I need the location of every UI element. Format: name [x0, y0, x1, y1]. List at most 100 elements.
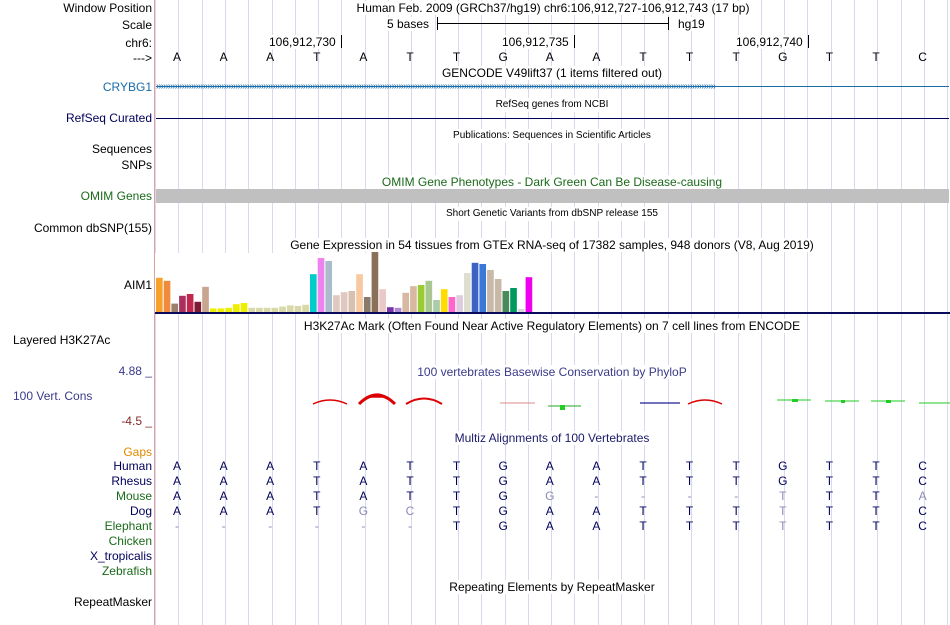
gtex-tissue-bar[interactable] [302, 304, 309, 312]
gtex-tissue-bar[interactable] [240, 303, 248, 312]
gtex-tissue-bar[interactable] [510, 288, 517, 312]
gtex-tissue-bar[interactable] [279, 306, 286, 312]
dbsnp-track-title[interactable]: Short Genetic Variants from dbSNP releas… [444, 207, 660, 221]
sequences-label[interactable]: Sequences [91, 142, 152, 156]
dbsnp-track-label[interactable]: Common dbSNP(155) [33, 221, 152, 235]
refseq-gene-line[interactable] [156, 118, 949, 119]
omim-track-label[interactable]: OMIM Genes [80, 189, 152, 203]
gtex-track-title[interactable]: Gene Expression in 54 tissues from GTEx … [288, 238, 816, 252]
gtex-tissue-bar[interactable] [256, 307, 263, 312]
gtex-tissue-bar[interactable] [417, 285, 425, 312]
species-label[interactable]: Human [113, 459, 152, 473]
reference-base: A [592, 50, 601, 64]
gtex-tissue-bar[interactable] [325, 261, 333, 312]
gtex-tissue-bar[interactable] [271, 307, 279, 312]
conservation-plot[interactable] [155, 390, 950, 412]
species-label[interactable]: X_tropicalis [89, 549, 152, 563]
gtex-tissue-bar[interactable] [456, 295, 463, 312]
gtex-tissue-bar[interactable] [317, 258, 325, 312]
gtex-tissue-bar[interactable] [340, 292, 348, 312]
species-label[interactable]: Mouse [115, 489, 152, 503]
gtex-tissue-bar[interactable] [209, 308, 217, 312]
gtex-tissue-bar[interactable] [387, 307, 394, 312]
gtex-tissue-bar[interactable] [464, 273, 471, 312]
gtex-tissue-bar[interactable] [502, 291, 510, 312]
gtex-tissue-bar[interactable] [163, 280, 171, 312]
publications-track-title[interactable]: Publications: Sequences in Scientific Ar… [451, 129, 653, 143]
gtex-tissue-bar[interactable] [333, 295, 340, 312]
gtex-tissue-bar[interactable] [440, 289, 448, 312]
gtex-tissue-bar[interactable] [425, 280, 433, 312]
gtex-tissue-bar[interactable] [371, 252, 379, 312]
gtex-tissue-bar[interactable] [379, 289, 386, 312]
gtex-tissue-bar[interactable] [494, 279, 502, 312]
omim-track-title[interactable]: OMIM Gene Phenotypes - Dark Green Can Be… [379, 175, 725, 189]
aligned-base: G [778, 474, 788, 488]
aligned-base: T [685, 504, 694, 518]
gtex-tissue-bar[interactable] [487, 270, 494, 312]
gtex-tissue-bar[interactable] [171, 303, 179, 312]
gtex-tissue-bar[interactable] [479, 264, 487, 312]
gtex-gene-label[interactable]: AIM1 [123, 278, 152, 292]
aligned-base: T [313, 489, 321, 503]
gtex-tissue-bar[interactable] [286, 305, 294, 312]
gtex-tissue-bar[interactable] [517, 309, 525, 312]
gtex-tissue-bar[interactable] [233, 304, 240, 312]
reference-base: T [825, 50, 834, 64]
repeatmasker-track-title[interactable]: Repeating Elements by RepeatMasker [447, 580, 657, 594]
gtex-tissue-bar[interactable] [356, 274, 363, 312]
gtex-tissue-bar[interactable] [410, 286, 417, 312]
h3k27ac-track-label[interactable]: Layered H3K27Ac [13, 333, 111, 347]
aligned-base: T [406, 459, 414, 473]
aligned-base: T [779, 519, 787, 533]
species-label[interactable]: Elephant [104, 519, 152, 533]
repeatmasker-track-label[interactable]: RepeatMasker [73, 595, 152, 609]
gtex-tissue-bar[interactable] [448, 297, 456, 312]
gencode-gene-label[interactable]: CRYBG1 [102, 80, 152, 94]
gtex-tissue-bar[interactable] [202, 286, 209, 312]
aligned-base: T [452, 504, 461, 518]
gtex-tissue-bar[interactable] [471, 262, 479, 312]
aligned-base: A [172, 504, 181, 518]
multiz-track-title[interactable]: Multiz Alignments of 100 Vertebrates [452, 431, 652, 445]
conservation-track-label[interactable]: 100 Vert. Cons [13, 389, 93, 403]
gtex-tissue-bar[interactable] [194, 301, 202, 312]
scale-bar-right-tick [668, 17, 669, 30]
position-tick-2 [574, 35, 575, 48]
species-label[interactable]: Dog [129, 504, 152, 518]
gtex-tissue-bar[interactable] [310, 274, 317, 312]
refseq-track-label[interactable]: RefSeq Curated [65, 111, 152, 125]
aligned-base: A [545, 474, 554, 488]
gtex-tissue-bar[interactable] [394, 307, 402, 312]
gtex-tissue-bar[interactable] [179, 295, 186, 312]
gtex-expression-chart[interactable] [155, 250, 950, 316]
gtex-tissue-bar[interactable] [525, 277, 533, 312]
gtex-tissue-bar[interactable] [225, 307, 232, 312]
refseq-track-title[interactable]: RefSeq genes from NCBI [493, 98, 611, 112]
gtex-tissue-bar[interactable] [294, 306, 302, 312]
aligned-base: T [825, 459, 834, 473]
gtex-tissue-bar[interactable] [156, 277, 163, 312]
gtex-tissue-bar[interactable] [263, 307, 271, 312]
gaps-label[interactable]: Gaps [123, 445, 152, 459]
species-label[interactable]: Rhesus [111, 474, 152, 488]
aligned-base: A [592, 519, 601, 533]
omim-gene-bar[interactable] [156, 189, 949, 203]
gtex-tissue-bar[interactable] [402, 292, 410, 312]
gtex-tissue-bar[interactable] [363, 297, 371, 312]
gencode-gene-feature[interactable]: ››››››››››››››››››››››››››››››››››››››››… [156, 81, 949, 93]
gtex-tissue-bar[interactable] [186, 294, 194, 312]
conservation-track-title[interactable]: 100 vertebrates Basewise Conservation by… [415, 365, 689, 379]
gtex-tissue-bar[interactable] [248, 307, 256, 312]
reference-base: T [406, 50, 414, 64]
gtex-tissue-bar[interactable] [433, 300, 440, 312]
h3k27ac-track-title[interactable]: H3K27Ac Mark (Often Found Near Active Re… [301, 319, 803, 333]
gtex-tissue-bar[interactable] [348, 291, 356, 312]
aligned-base: A [266, 504, 275, 518]
gtex-tissue-bar[interactable] [217, 308, 225, 312]
gencode-track-title[interactable]: GENCODE V49lift37 (1 items filtered out) [439, 66, 665, 80]
aligned-base: T [872, 489, 880, 503]
species-label[interactable]: Chicken [108, 534, 152, 548]
snps-label[interactable]: SNPs [121, 158, 152, 172]
species-label[interactable]: Zebrafish [101, 564, 152, 578]
